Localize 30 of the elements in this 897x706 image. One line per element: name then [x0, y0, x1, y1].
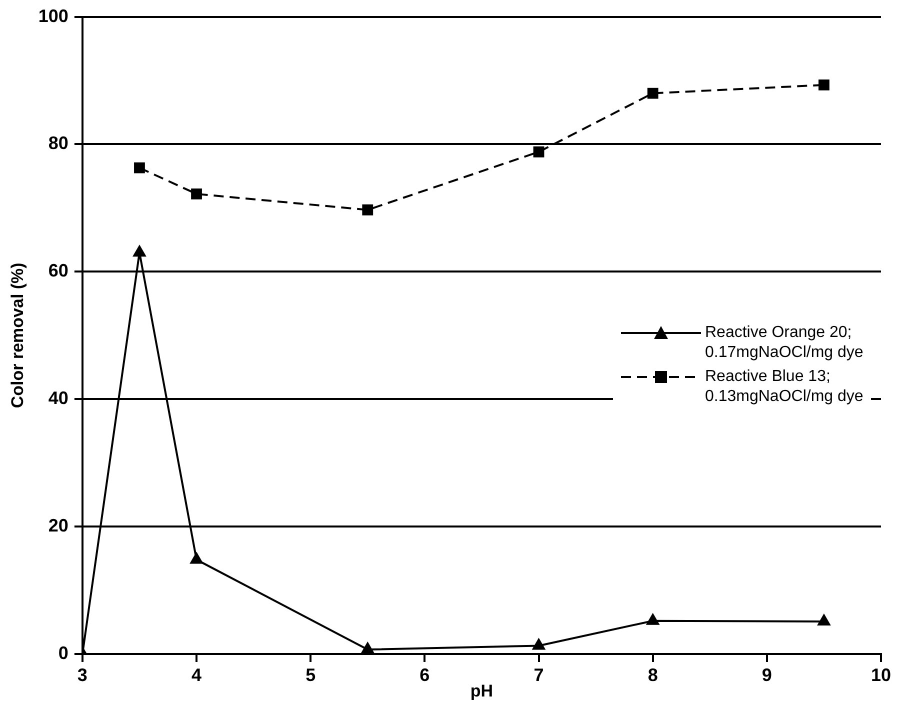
point: [361, 642, 374, 654]
x-tick-label: 5: [306, 664, 316, 685]
x-tick-label: 8: [648, 664, 658, 685]
point: [533, 146, 544, 158]
x-tick-label: 6: [420, 664, 430, 685]
x-tick-label: 7: [534, 664, 544, 685]
x-axis-title: pH: [470, 681, 494, 700]
point: [362, 204, 374, 216]
legend-label: Reactive Blue 13; 0.13mgNaOCl/mg dye: [705, 367, 864, 408]
point: [190, 552, 204, 564]
point: [132, 245, 146, 257]
point: [134, 162, 145, 174]
point: [532, 638, 546, 650]
y-tick-label: 0: [58, 642, 68, 663]
point: [817, 614, 831, 626]
y-tick-label: 40: [48, 388, 68, 408]
legend-label: Reactive Orange 20; 0.17mgNaOCl/mg dye: [705, 323, 864, 364]
x-tick-label: 10: [870, 664, 892, 685]
x-tick-label: 3: [77, 664, 88, 685]
x-tick-label: 9: [762, 664, 772, 685]
point: [647, 88, 658, 99]
y-axis-title: Color removal (%): [8, 262, 27, 408]
y-tick-label: 60: [48, 260, 68, 281]
point: [818, 80, 830, 90]
y-tick-label: 80: [48, 133, 68, 154]
point: [646, 613, 660, 625]
y-tick-label: 20: [48, 516, 68, 536]
y-tick-label: 100: [38, 6, 68, 26]
point: [191, 188, 202, 200]
x-tick-label: 4: [192, 664, 202, 685]
